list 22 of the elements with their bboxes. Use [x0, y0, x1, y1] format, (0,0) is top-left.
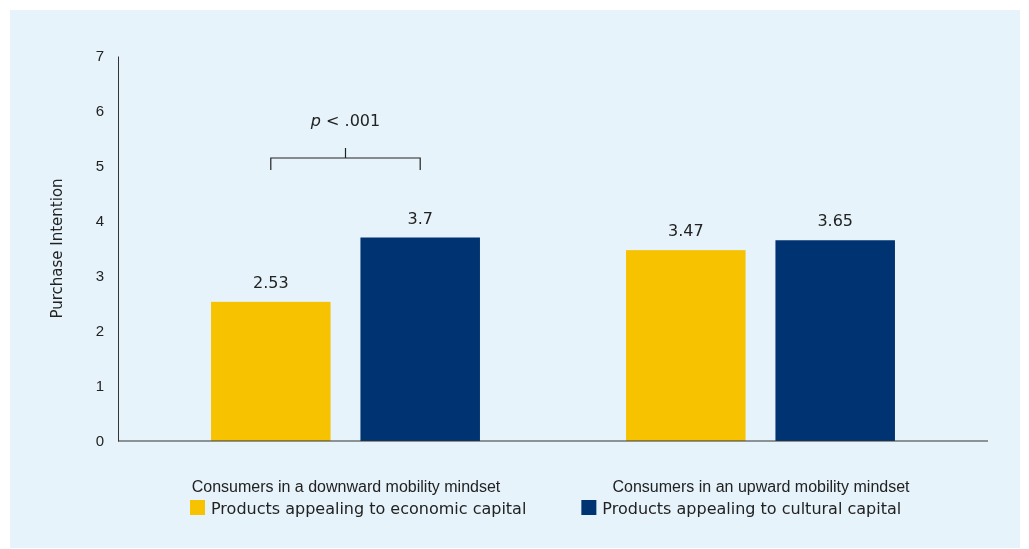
annotation: p < .001 [309, 111, 381, 130]
y-tick-label: 7 [95, 47, 104, 65]
y-tick-label: 5 [95, 157, 104, 175]
data-label: 3.47 [667, 221, 704, 241]
y-tick-label: 0 [95, 432, 104, 450]
legend-label: Products appealing to cultural capital [602, 499, 902, 518]
y-tick-label: 4 [95, 212, 104, 230]
y-axis-title: Purchase Intention [48, 178, 66, 319]
y-tick-label: 6 [95, 102, 104, 120]
y-tick-label: 2 [95, 322, 104, 340]
bar [626, 250, 746, 441]
data-label: 3.7 [407, 208, 433, 228]
bar [360, 237, 480, 441]
bar [775, 240, 895, 441]
legend-label: Products appealing to economic capital [211, 499, 527, 518]
x-tick-label: Consumers in an upward mobility mindset [612, 478, 911, 496]
x-tick-label: Consumers in a downward mobility mindset [191, 478, 501, 496]
y-tick-label: 3 [95, 267, 104, 285]
bar [211, 301, 331, 441]
y-tick-label: 1 [95, 377, 104, 395]
data-label: 2.53 [252, 272, 289, 292]
data-label: 3.65 [817, 211, 854, 231]
